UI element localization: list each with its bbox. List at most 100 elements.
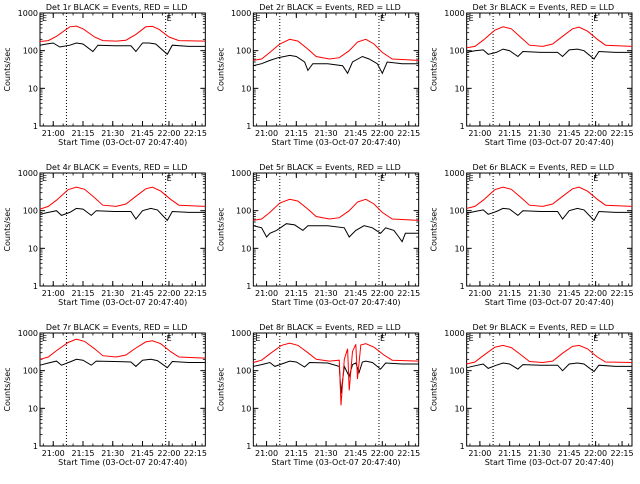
y-axis-label: Counts/sec: [430, 367, 439, 411]
plot-frame: [252, 12, 420, 127]
y-axis-label: Counts/sec: [430, 47, 439, 91]
plot-frame: [466, 172, 633, 287]
y-axis-label: Counts/sec: [3, 207, 12, 251]
y-axis-label: Counts/sec: [3, 47, 12, 91]
x-tick-label: 21:30: [528, 129, 551, 138]
annotation-marker-left: E: [469, 334, 474, 343]
x-axis-label: Start Time (03-Oct-07 20:47:40): [58, 138, 187, 147]
x-tick-label: 21:00: [255, 449, 278, 458]
x-tick-label: 22:15: [397, 289, 420, 298]
y-axis-label: Counts/sec: [3, 367, 12, 411]
plot-frame: [39, 332, 206, 447]
x-tick-label: 21:30: [528, 289, 551, 298]
y-tick-label: 100: [23, 367, 38, 376]
series-lld-line: [253, 342, 419, 406]
y-tick-label: 100: [449, 367, 464, 376]
x-tick-label: 22:00: [157, 449, 180, 458]
x-tick-label: 22:00: [584, 449, 607, 458]
y-tick-label: 1000: [18, 169, 38, 178]
x-tick-label: 22:00: [371, 289, 394, 298]
y-tick-label: 1: [33, 282, 38, 291]
y-tick-label: 100: [23, 47, 38, 56]
annotation-marker-left: E: [42, 334, 47, 343]
x-tick-label: 22:00: [584, 129, 607, 138]
annotation-marker-right: E: [167, 14, 172, 23]
annotation-marker-left: E: [469, 14, 474, 23]
y-tick-label: 10: [241, 404, 251, 413]
y-tick-label: 1000: [18, 329, 38, 338]
y-tick-label: 1: [246, 442, 251, 451]
x-tick-label: 21:15: [285, 449, 308, 458]
annotation-marker-left: E: [255, 14, 260, 23]
x-tick-label: 21:45: [344, 129, 367, 138]
x-tick-label: 21:30: [101, 289, 124, 298]
x-tick-label: 21:30: [315, 129, 338, 138]
y-tick-label: 100: [236, 367, 251, 376]
chart-panel-6: Det 6r BLACK = Events, RED = LLD 1 10 100 10…: [430, 163, 634, 307]
x-tick-label: 21:15: [498, 449, 521, 458]
y-axis-label: Counts/sec: [216, 207, 225, 251]
series-lld-line: [253, 198, 419, 221]
y-tick-label: 10: [28, 84, 38, 93]
chart-panel-2: Det 2r BLACK = Events, RED = LLD 1 10 100 10…: [216, 3, 420, 147]
chart-title: Det 2r BLACK = Events, RED = LLD: [259, 3, 401, 12]
x-tick-label: 21:00: [468, 289, 491, 298]
x-tick-label: 22:15: [611, 449, 634, 458]
chart-panel-5: Det 5r BLACK = Events, RED = LLD 1 10 100 10…: [216, 163, 420, 307]
annotation-marker-right: E: [380, 14, 385, 23]
x-axis-label: Start Time (03-Oct-07 20:47:40): [58, 298, 187, 307]
x-tick-label: 21:30: [101, 449, 124, 458]
y-axis-label: Counts/sec: [216, 47, 225, 91]
x-tick-label: 22:15: [184, 289, 207, 298]
series-events-line: [253, 223, 419, 243]
series-lld-line: [466, 344, 633, 365]
series-lld-line: [39, 186, 206, 210]
annotation-marker-right: E: [167, 334, 172, 343]
y-tick-label: 1: [33, 122, 38, 131]
y-tick-label: 10: [454, 404, 464, 413]
y-tick-label: 100: [236, 207, 251, 216]
y-axis-label: Counts/sec: [216, 367, 225, 411]
x-tick-label: 21:15: [71, 289, 94, 298]
series-events-line: [39, 207, 206, 222]
annotation-marker-left: E: [255, 174, 260, 183]
x-tick-label: 21:15: [498, 129, 521, 138]
x-tick-label: 22:00: [157, 129, 180, 138]
x-tick-label: 22:15: [397, 129, 420, 138]
chart-title: Det 5r BLACK = Events, RED = LLD: [259, 163, 401, 172]
x-tick-label: 21:15: [71, 129, 94, 138]
chart-title: Det 1r BLACK = Events, RED = LLD: [46, 3, 188, 12]
x-tick-label: 21:45: [344, 289, 367, 298]
series-events-line: [39, 358, 206, 369]
y-tick-label: 1000: [231, 169, 251, 178]
chart-panel-1: Det 1r BLACK = Events, RED = LLD 1 10 100 10…: [3, 3, 207, 147]
x-tick-label: 21:00: [42, 449, 65, 458]
y-tick-label: 1: [246, 282, 251, 291]
chart-panel-7: Det 7r BLACK = Events, RED = LLD 1 10 100 10…: [3, 323, 207, 467]
x-tick-label: 21:45: [131, 289, 154, 298]
x-tick-label: 21:30: [101, 129, 124, 138]
x-axis-label: Start Time (03-Oct-07 20:47:40): [485, 138, 614, 147]
annotation-marker-left: E: [42, 14, 47, 23]
annotation-marker-right: E: [167, 174, 172, 183]
x-tick-label: 21:45: [344, 449, 367, 458]
annotation-marker-right: E: [593, 334, 598, 343]
series-lld-line: [253, 38, 419, 61]
annotation-marker-right: E: [380, 174, 385, 183]
annotation-marker-left: E: [469, 174, 474, 183]
series-events-line: [466, 48, 632, 60]
x-axis-label: Start Time (03-Oct-07 20:47:40): [485, 298, 614, 307]
y-tick-label: 1000: [444, 329, 464, 338]
x-tick-label: 21:00: [255, 289, 278, 298]
annotation-marker-right: E: [380, 334, 385, 343]
chart-title: Det 6r BLACK = Events, RED = LLD: [473, 163, 615, 172]
series-lld-line: [39, 25, 206, 42]
x-tick-label: 21:45: [558, 289, 581, 298]
y-tick-label: 10: [28, 404, 38, 413]
x-tick-label: 22:15: [184, 449, 207, 458]
y-tick-label: 1000: [444, 169, 464, 178]
x-axis-label: Start Time (03-Oct-07 20:47:40): [58, 458, 187, 467]
y-tick-label: 100: [449, 207, 464, 216]
y-tick-label: 100: [449, 47, 464, 56]
x-tick-label: 22:15: [611, 129, 634, 138]
